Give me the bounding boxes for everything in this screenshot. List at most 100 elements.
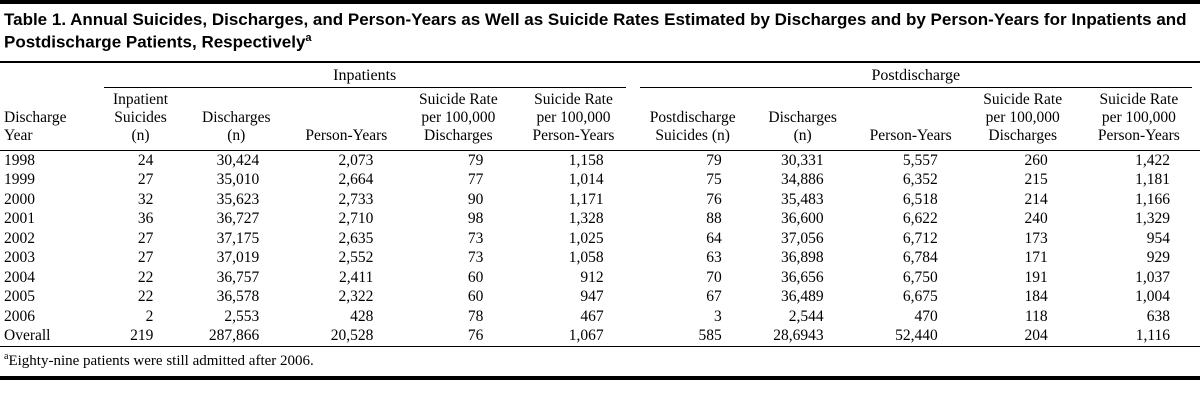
year-cell: 2003: [4, 249, 35, 267]
col-header-inpatient-discharges: Discharges (n): [183, 87, 290, 151]
year-cell: 2004: [4, 268, 35, 286]
value-cell: 76: [706, 190, 722, 208]
value-cell: 428: [350, 307, 374, 325]
group-header-inpatients: Inpatients: [98, 63, 634, 88]
value-cell: 36,656: [780, 268, 824, 286]
group-header-postdischarge-label: Postdischarge: [639, 67, 1192, 88]
year-cell: 2001: [4, 210, 35, 228]
year-cell: 2006: [4, 307, 35, 325]
value-cell: 1,422: [1135, 151, 1170, 169]
value-cell: 30,424: [216, 151, 260, 169]
value-cell: 79: [706, 151, 722, 169]
col-header-inpatient-rate-person-years: Suicide Rate per 100,000 Person-Years: [513, 87, 634, 151]
value-cell: 2,733: [338, 190, 374, 208]
rule-top: [0, 0, 1200, 4]
col-header-inpatient-suicides: Inpatient Suicides (n): [97, 87, 184, 151]
value-cell: 36,578: [216, 288, 260, 306]
year-cell: 1998: [4, 151, 35, 169]
value-cell: 1,037: [1135, 268, 1170, 286]
rule-under-title: [0, 60, 1200, 63]
value-cell: 35,623: [216, 190, 260, 208]
value-cell: 34,886: [780, 171, 824, 189]
value-cell: 36,757: [216, 268, 260, 286]
year-cell: 2005: [4, 288, 35, 306]
data-table: Inpatients Postdischarge Discharge Year …: [0, 63, 1200, 346]
value-cell: 6,622: [902, 210, 938, 228]
value-cell: 204: [1024, 327, 1048, 345]
value-cell: 2,322: [338, 288, 374, 306]
value-cell: 947: [580, 288, 604, 306]
value-cell: 78: [467, 307, 484, 325]
footnote-text: Eighty-nine patients were still admitted…: [8, 352, 314, 369]
value-cell: 64: [706, 229, 722, 247]
group-header-inpatients-label: Inpatients: [103, 67, 626, 88]
value-cell: 1,158: [568, 151, 604, 169]
table-row: 2006 2 2,553 428 78 467 3 2,544 470 118 638: [0, 307, 1200, 327]
value-cell: 929: [1146, 249, 1170, 267]
value-cell: 470: [914, 307, 938, 325]
value-cell: 1,116: [1135, 327, 1170, 345]
group-header-postdischarge: Postdischarge: [634, 63, 1200, 88]
value-cell: 954: [1146, 229, 1170, 247]
col-header-postdischarge-rate-discharges: Suicide Rate per 100,000 Discharges: [967, 87, 1078, 151]
value-cell: 214: [1024, 190, 1048, 208]
table-row: 1998 24 30,424 2,073 79 1,158 79 30,331 5,557 260…: [0, 150, 1200, 170]
col-header-discharge-year: Discharge Year: [0, 87, 98, 151]
value-cell: 36: [137, 210, 154, 228]
value-cell: 22: [137, 288, 154, 306]
year-cell: 2002: [4, 229, 35, 247]
value-cell: 215: [1024, 171, 1048, 189]
value-cell: 6,712: [902, 229, 938, 247]
corner-cell: [0, 63, 98, 88]
value-cell: 118: [1025, 307, 1048, 325]
value-cell: 191: [1024, 268, 1048, 286]
value-cell: 22: [137, 268, 154, 286]
value-cell: 27: [137, 171, 154, 189]
table-row: 2001 36 36,727 2,710 98 1,328 88 36,600 6,622 240…: [0, 209, 1200, 229]
table-row: 2004 22 36,757 2,411 60 912 70 36,656 6,750 191 1,…: [0, 268, 1200, 288]
value-cell: 37,175: [216, 229, 260, 247]
value-cell: 2,411: [339, 268, 374, 286]
value-cell: 36,898: [780, 249, 824, 267]
table-row: 2002 27 37,175 2,635 73 1,025 64 37,056 6,712 173…: [0, 229, 1200, 249]
value-cell: 6,750: [902, 268, 938, 286]
table-row: 2005 22 36,578 2,322 60 947 67 36,489 6,675 184 1,…: [0, 287, 1200, 307]
value-cell: 2,635: [338, 229, 374, 247]
value-cell: 1,004: [1135, 288, 1170, 306]
value-cell: 3: [714, 307, 722, 325]
value-cell: 6,352: [902, 171, 938, 189]
col-header-postdischarge-discharges: Discharges (n): [751, 87, 854, 151]
value-cell: 240: [1024, 210, 1048, 228]
table-body: 1998 24 30,424 2,073 79 1,158 79 30,331 5,557 260…: [0, 150, 1200, 346]
value-cell: 1,181: [1135, 171, 1170, 189]
table-row: 1999 27 35,010 2,664 77 1,014 75 34,886 6,352 215…: [0, 170, 1200, 190]
value-cell: 79: [467, 151, 484, 169]
value-cell: 638: [1146, 307, 1170, 325]
value-cell: 171: [1024, 249, 1048, 267]
table-row: 2000 32 35,623 2,733 90 1,171 76 35,483 6,518 214…: [0, 190, 1200, 210]
value-cell: 70: [706, 268, 722, 286]
value-cell: 2,544: [788, 307, 824, 325]
table-title-text: Table 1. Annual Suicides, Discharges, an…: [4, 10, 1187, 52]
value-cell: 6,518: [902, 190, 938, 208]
value-cell: 37,019: [216, 249, 260, 267]
col-header-postdischarge-suicides: Postdischarge Suicides (n): [633, 87, 752, 151]
value-cell: 2: [145, 307, 154, 325]
column-header-row: Discharge Year Inpatient Suicides (n) Di…: [0, 87, 1200, 151]
value-cell: 27: [137, 249, 154, 267]
rule-bottom: [0, 375, 1200, 380]
value-cell: 173: [1024, 229, 1048, 247]
value-cell: 76: [467, 327, 484, 345]
value-cell: 36,489: [780, 288, 824, 306]
value-cell: 585: [698, 327, 722, 345]
year-cell: 2000: [4, 190, 35, 208]
col-header-postdischarge-rate-person-years: Suicide Rate per 100,000 Person-Years: [1077, 87, 1200, 151]
group-header-row: Inpatients Postdischarge: [0, 63, 1200, 88]
value-cell: 6,675: [902, 288, 938, 306]
value-cell: 52,440: [895, 327, 938, 345]
value-cell: 1,025: [568, 229, 604, 247]
value-cell: 32: [137, 190, 154, 208]
value-cell: 2,664: [338, 171, 374, 189]
value-cell: 184: [1024, 288, 1048, 306]
